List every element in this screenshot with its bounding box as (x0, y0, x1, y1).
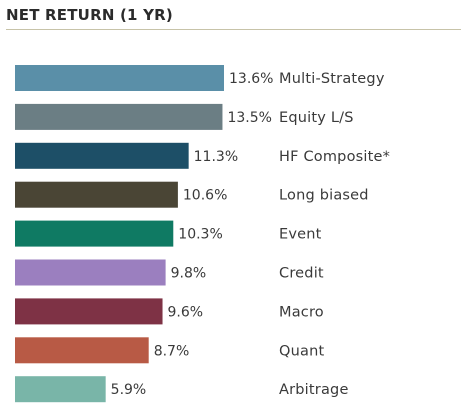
bar-macro (15, 298, 163, 325)
bar-value-label: 9.8% (171, 266, 207, 282)
bar-value-label: 9.6% (168, 304, 204, 320)
category-label: Credit (279, 266, 324, 282)
bar-multi-strategy (15, 65, 224, 91)
category-label: Event (279, 227, 322, 243)
category-label: Quant (279, 343, 324, 359)
chart-title: NET RETURN (1 YR) (6, 6, 173, 24)
bar-value-label: 13.5% (227, 110, 271, 126)
bar-quant (15, 337, 149, 364)
bar-value-label: 5.9% (111, 382, 147, 398)
bar-value-label: 8.7% (154, 343, 190, 359)
category-label: Macro (279, 304, 324, 320)
category-label: Arbitrage (279, 382, 349, 398)
category-label: Long biased (279, 188, 369, 204)
bar-arbitrage (15, 376, 106, 403)
title-divider (6, 29, 461, 30)
category-label: HF Composite* (279, 149, 390, 165)
bar-value-label: 10.3% (178, 227, 222, 243)
category-label: Multi-Strategy (279, 71, 385, 87)
bar-long-biased (15, 181, 178, 208)
category-label: Equity L/S (279, 110, 354, 126)
bar-equity-l-s (15, 103, 223, 130)
bar-event (15, 220, 174, 247)
bar-value-label: 10.6% (183, 188, 227, 204)
bar-value-label: 11.3% (194, 149, 238, 165)
bar-credit (15, 259, 166, 286)
bar-hf-composite (15, 142, 189, 169)
bar-value-label: 13.6% (229, 71, 273, 87)
